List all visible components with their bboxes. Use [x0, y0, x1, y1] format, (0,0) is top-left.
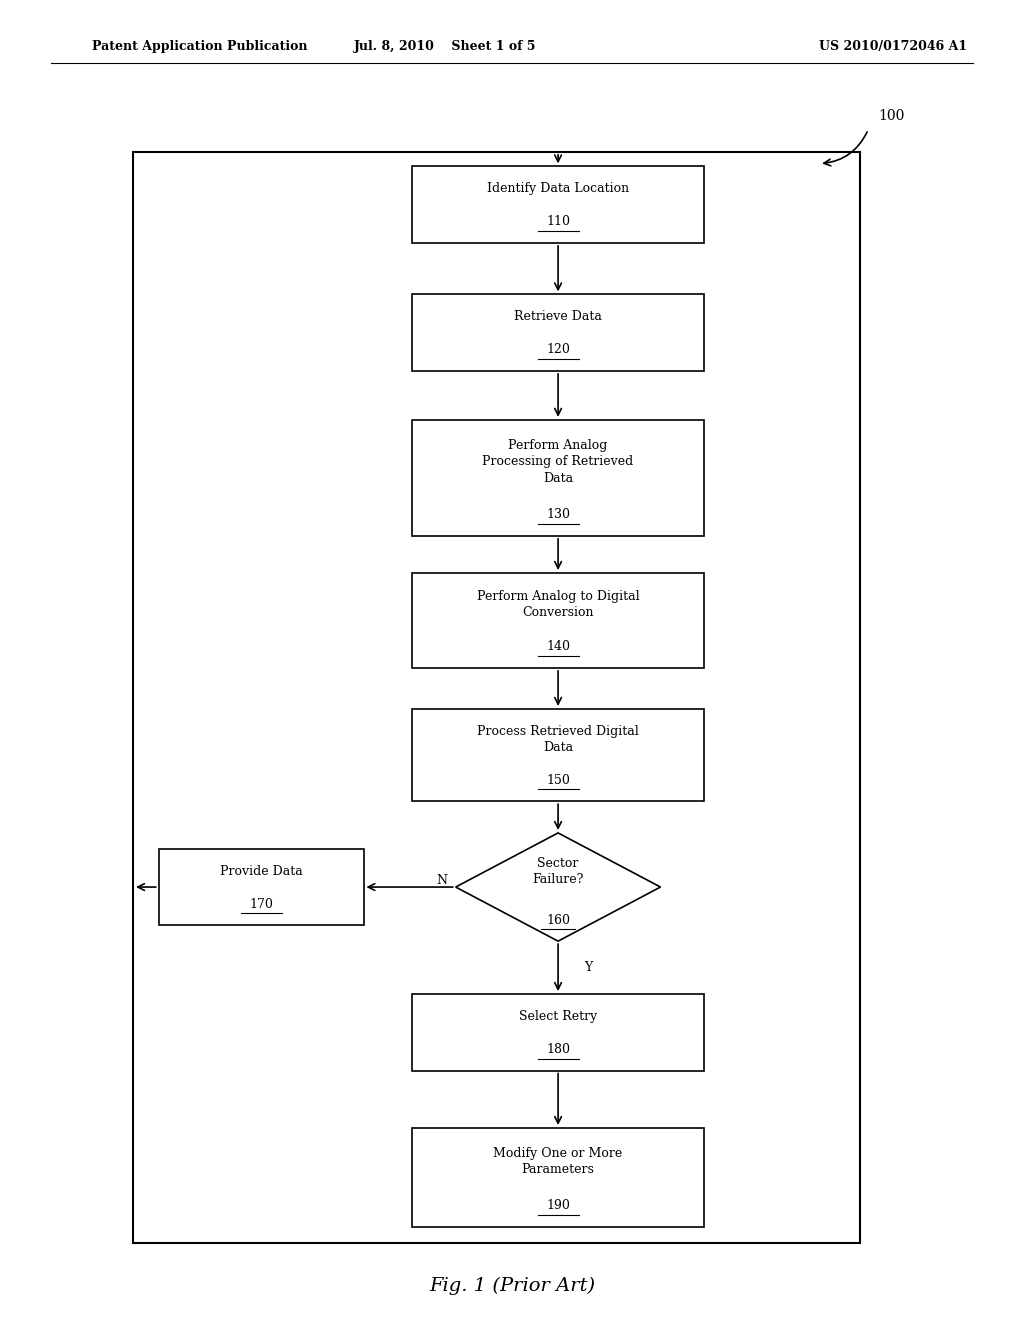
- Text: 150: 150: [546, 774, 570, 787]
- Bar: [413, 994, 705, 1071]
- Text: Fig. 1 (Prior Art): Fig. 1 (Prior Art): [429, 1276, 595, 1295]
- Bar: [413, 1127, 705, 1228]
- Bar: [413, 573, 705, 668]
- Text: 140: 140: [546, 640, 570, 653]
- Bar: [413, 294, 705, 371]
- Text: Perform Analog
Processing of Retrieved
Data: Perform Analog Processing of Retrieved D…: [482, 440, 634, 484]
- Text: Perform Analog to Digital
Conversion: Perform Analog to Digital Conversion: [477, 590, 639, 619]
- Text: US 2010/0172046 A1: US 2010/0172046 A1: [819, 40, 968, 53]
- Text: Jul. 8, 2010    Sheet 1 of 5: Jul. 8, 2010 Sheet 1 of 5: [354, 40, 537, 53]
- Text: 180: 180: [546, 1043, 570, 1056]
- Text: 160: 160: [546, 913, 570, 927]
- Text: 190: 190: [546, 1200, 570, 1212]
- Text: Process Retrieved Digital
Data: Process Retrieved Digital Data: [477, 725, 639, 754]
- Bar: [413, 166, 705, 243]
- Bar: [159, 849, 364, 925]
- Text: Sector
Failure?: Sector Failure?: [532, 857, 584, 886]
- Text: Identify Data Location: Identify Data Location: [487, 182, 629, 195]
- Text: 130: 130: [546, 508, 570, 521]
- Text: Modify One or More
Parameters: Modify One or More Parameters: [494, 1147, 623, 1176]
- Text: Y: Y: [584, 961, 592, 974]
- Text: 120: 120: [546, 343, 570, 356]
- Bar: [133, 152, 860, 1243]
- FancyArrowPatch shape: [824, 132, 867, 166]
- Text: Retrieve Data: Retrieve Data: [514, 310, 602, 323]
- Polygon shape: [456, 833, 660, 941]
- Text: 100: 100: [879, 110, 905, 123]
- Bar: [413, 420, 705, 536]
- Bar: [413, 709, 705, 801]
- Text: Patent Application Publication: Patent Application Publication: [92, 40, 307, 53]
- Text: 170: 170: [249, 898, 273, 911]
- Text: Select Retry: Select Retry: [519, 1010, 597, 1023]
- Text: 110: 110: [546, 215, 570, 228]
- Text: Provide Data: Provide Data: [220, 865, 302, 878]
- Text: N: N: [436, 874, 447, 887]
